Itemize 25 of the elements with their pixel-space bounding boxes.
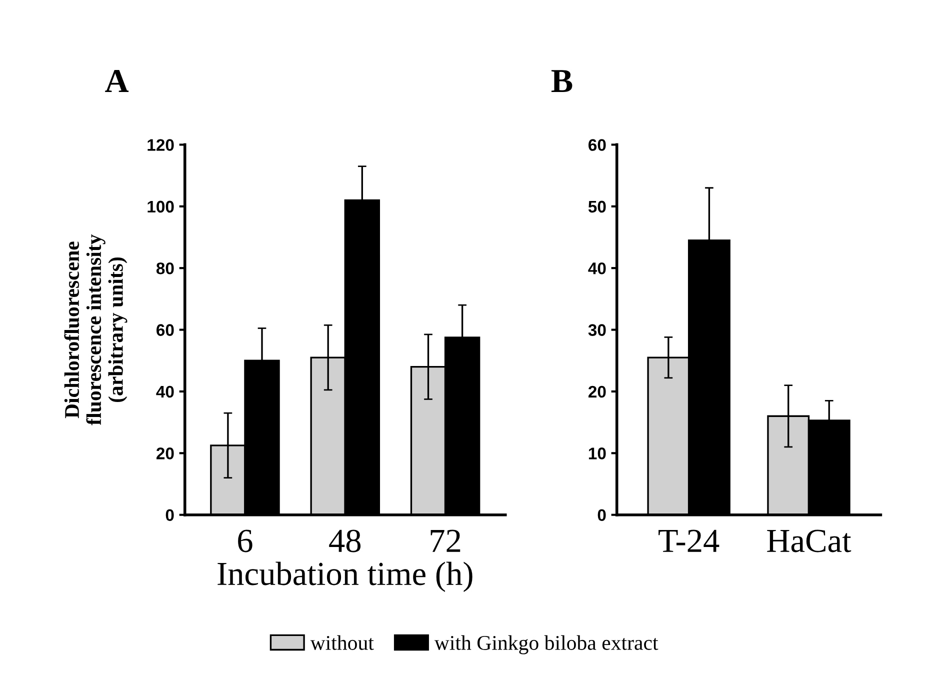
x-tick-label: 6 [238, 530, 252, 552]
y-tick-label: 60 [156, 324, 174, 336]
y-tick-label: 20 [156, 448, 174, 460]
y-tick-label: 50 [588, 200, 606, 213]
y-tick-label: 120 [148, 139, 174, 151]
x-tick-label: HaCat [767, 530, 852, 552]
chart-title: A [105, 70, 129, 92]
chart-title: B [551, 70, 572, 92]
y-axis-title: Dichlorofluorescene fluorescence intensity (arbitrary units) [64, 234, 128, 426]
x-tick-label: 48 [329, 530, 361, 552]
y-tick-label: 20 [588, 386, 606, 398]
legend-label: with Ginkgo biloba extract [434, 635, 658, 654]
legend-label: without [310, 635, 374, 650]
y-tick-label: 40 [588, 262, 606, 274]
y-tick-label: 40 [156, 386, 174, 398]
y-tick-label: 30 [588, 324, 606, 336]
y-tick-label: 60 [588, 139, 606, 151]
x-tick-label: T-24 [658, 530, 720, 552]
y-tick-label: 10 [588, 448, 606, 460]
x-axis-title: Incubation time (h) [218, 562, 472, 592]
x-tick-label: 72 [430, 530, 460, 552]
y-tick-label: 80 [156, 262, 174, 274]
y-tick-label: 0 [166, 509, 174, 522]
y-tick-label: 100 [148, 200, 174, 213]
y-tick-label: 0 [598, 509, 606, 522]
